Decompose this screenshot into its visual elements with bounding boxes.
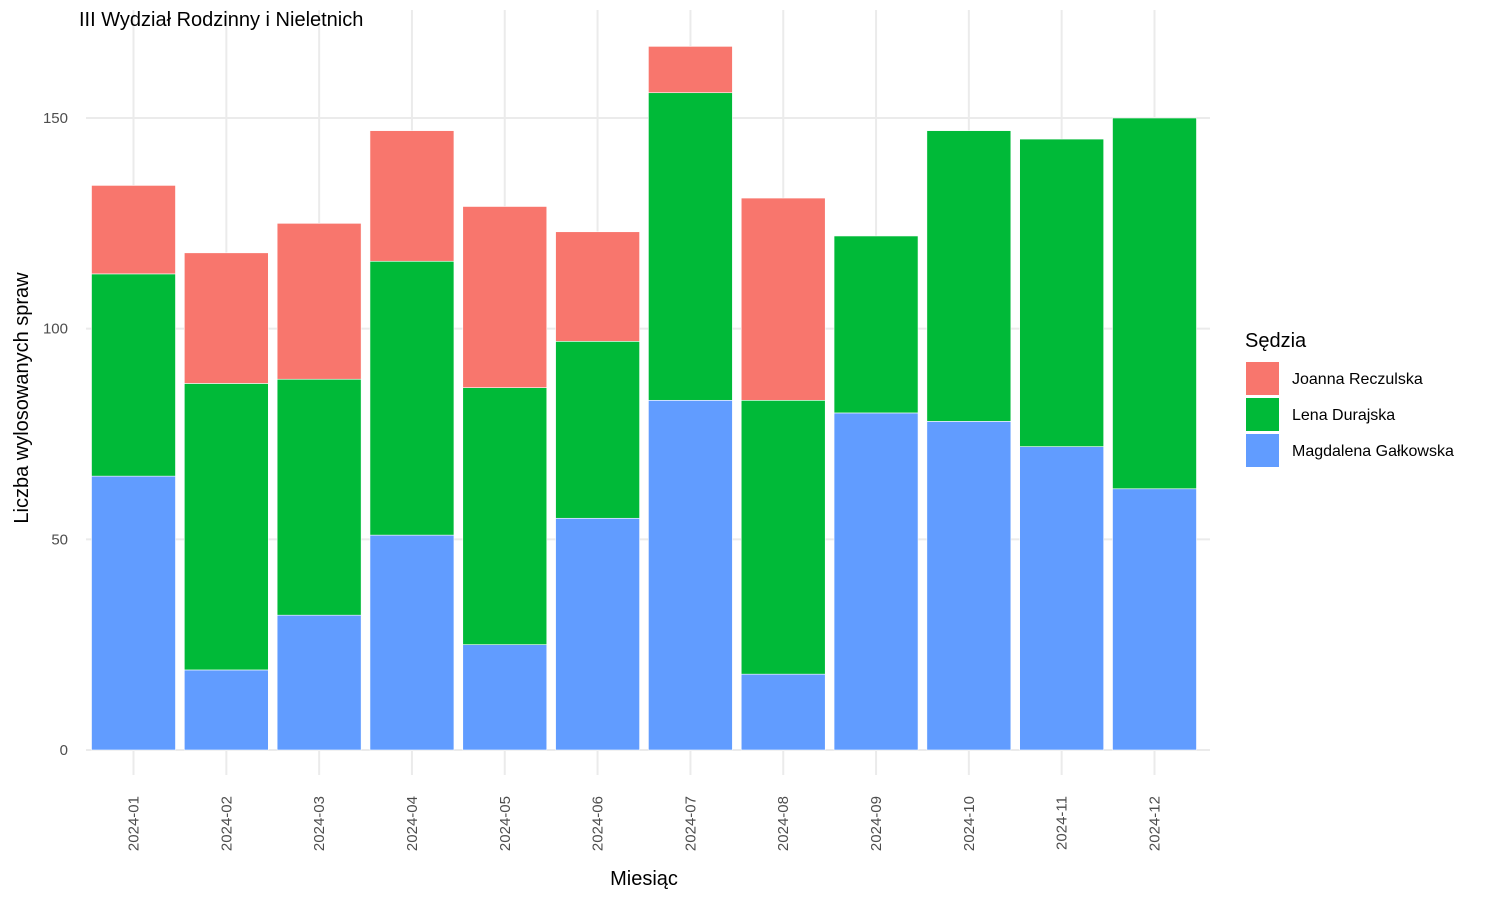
legend-swatch [1246,434,1279,467]
y-tick-label: 50 [51,531,68,548]
legend-label: Joanna Reczulska [1292,371,1423,388]
bar-segment [91,273,176,477]
legend-items: Joanna Reczulska Lena Durajska Magdalena G… [1246,362,1454,467]
x-tick-label: 2024-05 [497,796,514,851]
y-axis-title: Liczba wylosowanych spraw [11,272,33,524]
x-tick-label: 2024-06 [590,796,607,851]
x-tick-label: 2024-01 [126,796,143,851]
legend-label: Magdalena Gałkowska [1292,443,1454,460]
chart-title: III Wydział Rodzinny i Nieletnich [79,9,363,31]
x-tick-label: 2024-03 [311,796,328,851]
bar-segment [1019,138,1104,447]
bar-segment [740,673,826,751]
bar-segment [926,130,1012,422]
y-tick-label: 100 [43,321,68,338]
legend-title: Sędzia [1245,330,1307,352]
bar-segment [369,130,455,262]
legend-swatch [1246,398,1279,431]
x-tick-label: 2024-09 [868,796,885,851]
bar-segment [1112,117,1197,490]
bar-segment [276,223,362,380]
bar-segment [926,421,1012,751]
x-axis-ticks: 2024-01 2024-02 2024-03 2024-04 2024-05 2024-… [126,796,1164,851]
bar-segment [740,197,826,401]
bar-segment [276,614,362,751]
y-tick-label: 0 [60,742,68,759]
bar-segment [740,399,826,675]
x-axis-title: Miesiąc [610,868,678,890]
bar-segment [184,669,269,751]
x-tick-label: 2024-04 [404,796,421,851]
x-tick-label: 2024-11 [1054,796,1071,850]
bar-segment [184,252,269,384]
bar-segment [369,534,455,751]
legend: Sędzia Joanna Reczulska Lena Durajska Magd… [1245,330,1454,467]
x-tick-label: 2024-07 [682,796,699,851]
bar-segment [91,185,176,275]
legend-label: Lena Durajska [1292,407,1395,424]
x-tick-label: 2024-12 [1147,796,1164,851]
bars-layer [91,46,1197,751]
bar-segment [648,46,733,94]
x-tick-label: 2024-02 [218,796,235,851]
bar-segment [833,412,919,751]
bar-segment [555,341,640,519]
bar-segment [555,517,640,751]
x-tick-label: 2024-10 [961,796,978,851]
bar-segment [648,92,733,401]
bar-segment [91,475,176,751]
bar-segment [184,383,269,671]
bar-segment [1112,488,1197,751]
legend-swatch [1246,362,1279,395]
bar-segment [462,387,548,645]
x-tick-label: 2024-08 [775,796,792,851]
bar-segment [369,260,455,536]
bar-segment [648,399,733,751]
bar-segment [462,644,548,751]
bar-segment [276,378,362,616]
bar-segment [555,231,640,342]
y-tick-label: 150 [43,110,68,127]
bar-segment [462,206,548,388]
y-axis-ticks: 0 50 100 150 [43,110,68,759]
bar-segment [833,235,919,414]
bar-segment [1019,446,1104,751]
